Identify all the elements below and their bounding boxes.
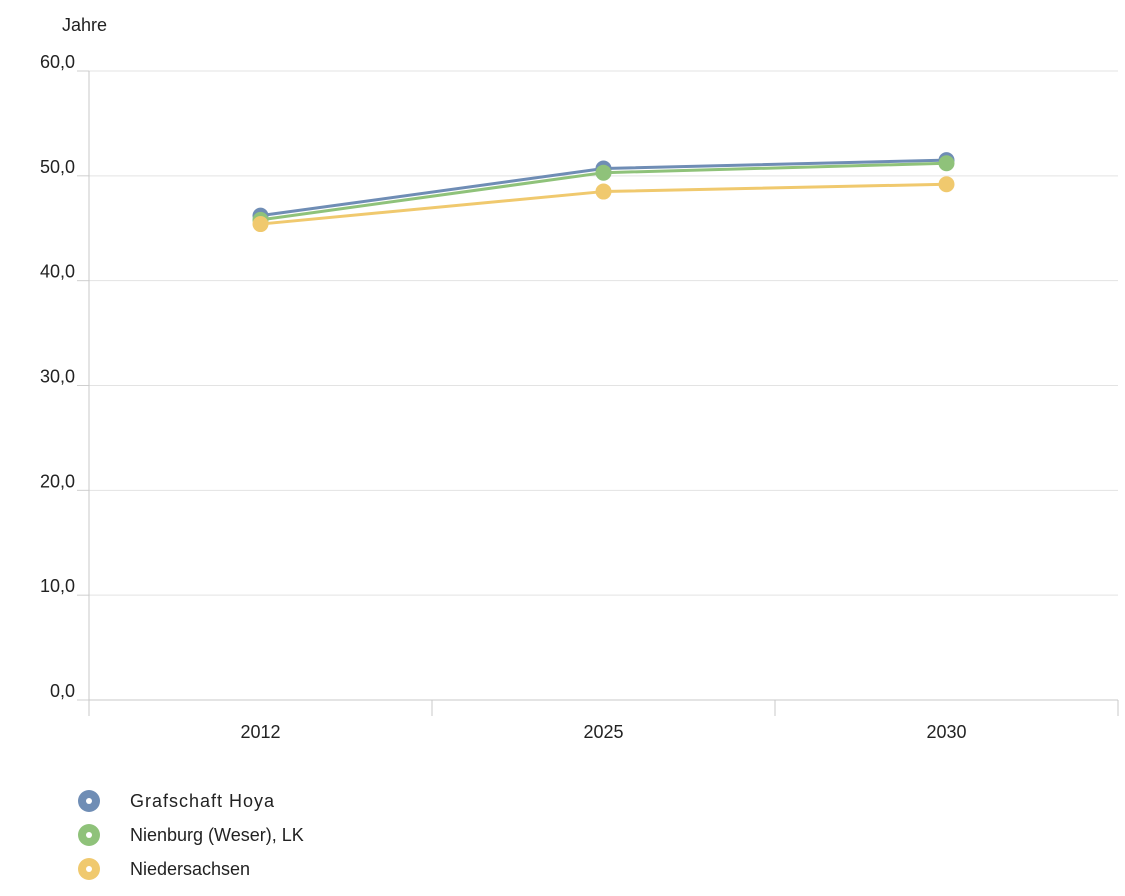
data-point bbox=[252, 216, 269, 233]
legend-item-niedersachsen[interactable]: Niedersachsen bbox=[78, 852, 304, 886]
legend-label-niedersachsen: Niedersachsen bbox=[130, 858, 251, 879]
legend-item-grafschaft-hoya[interactable]: Grafschaft Hoya bbox=[78, 784, 304, 818]
x-tick-label: 2030 bbox=[926, 722, 966, 742]
line-chart: Jahre 0,0 10,0 20,0 30,0 40,0 50,0 60,0 2012 202… bbox=[40, 15, 1119, 742]
y-tick-label: 30,0 bbox=[40, 367, 75, 387]
legend-item-nienburg[interactable]: Nienburg (Weser), LK bbox=[78, 818, 304, 852]
y-tick-label: 20,0 bbox=[40, 471, 75, 491]
x-tick-label: 2025 bbox=[583, 722, 623, 742]
legend: Grafschaft Hoya Nienburg (Weser), LK Nie… bbox=[78, 784, 304, 886]
tick-labels: 0,0 10,0 20,0 30,0 40,0 50,0 60,0 2012 2025 2030 bbox=[40, 52, 967, 742]
series-niedersachsen bbox=[252, 176, 955, 233]
y-tick-label: 50,0 bbox=[40, 157, 75, 177]
grid-lines bbox=[89, 70, 1118, 596]
y-axis-title: Jahre bbox=[62, 15, 107, 35]
data-point bbox=[938, 176, 955, 193]
axes bbox=[77, 70, 1119, 716]
data-point bbox=[595, 164, 612, 181]
y-tick-label: 10,0 bbox=[40, 576, 75, 596]
legend-label-nienburg: Nienburg (Weser), LK bbox=[130, 824, 304, 845]
data-point bbox=[938, 155, 955, 172]
y-tick-label: 0,0 bbox=[50, 681, 75, 701]
data-point bbox=[595, 183, 612, 200]
legend-marker-niedersachsen bbox=[78, 858, 100, 880]
legend-label-grafschaft-hoya: Grafschaft Hoya bbox=[130, 790, 276, 811]
y-tick-label: 40,0 bbox=[40, 262, 75, 282]
x-tick-label: 2012 bbox=[240, 722, 280, 742]
legend-marker-grafschaft-hoya bbox=[78, 790, 100, 812]
series-layer bbox=[252, 152, 955, 233]
y-tick-label: 60,0 bbox=[40, 52, 75, 72]
legend-marker-nienburg bbox=[78, 824, 100, 846]
